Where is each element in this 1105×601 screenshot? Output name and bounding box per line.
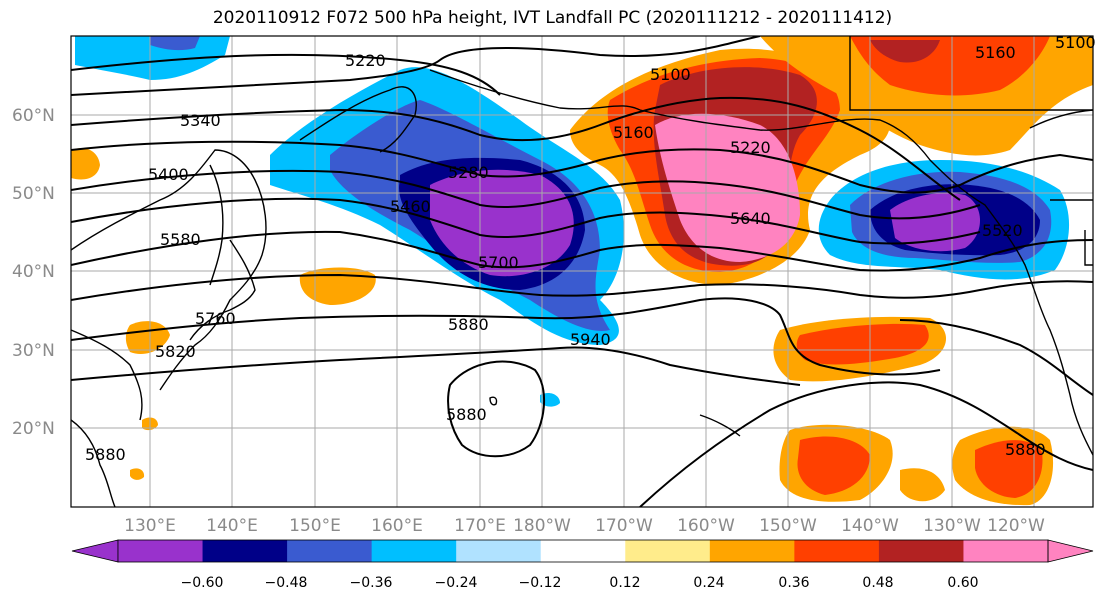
contour-label: 5400 bbox=[148, 165, 189, 184]
colorbar-tick-label: −0.36 bbox=[350, 575, 393, 591]
colorbar-tick-label: 0.36 bbox=[778, 575, 809, 591]
contour-label: 5880 bbox=[446, 405, 487, 424]
colorbar-swatch bbox=[963, 540, 1049, 562]
colorbar-ticks: −0.60 −0.48 −0.36 −0.24 −0.12 0.12 0.24 … bbox=[181, 575, 979, 591]
map-title: 2020110912 F072 500 hPa height, IVT Land… bbox=[212, 8, 893, 28]
colorbar-arrow-left bbox=[71, 539, 119, 563]
latitude-labels: 60°N 50°N 40°N 30°N 20°N bbox=[12, 106, 55, 439]
longitude-labels: 130°E 140°E 150°E 160°E 170°E 180°W 170°… bbox=[124, 516, 1045, 536]
contour-label: 5100 bbox=[1055, 33, 1096, 52]
lon-label: 140°E bbox=[206, 516, 258, 536]
contour-label: 5100 bbox=[650, 65, 691, 84]
colorbar-border bbox=[117, 539, 1049, 563]
contour-label: 5280 bbox=[448, 163, 489, 182]
contour-label: 5220 bbox=[730, 138, 771, 157]
contour-label: 5940 bbox=[570, 330, 611, 349]
colorbar-swatch bbox=[794, 540, 880, 562]
lat-label: 60°N bbox=[12, 106, 55, 126]
colorbar-swatch bbox=[118, 540, 204, 562]
lon-label: 170°W bbox=[595, 516, 653, 536]
lon-label: 130°W bbox=[923, 516, 981, 536]
colorbar-tick-label: −0.12 bbox=[519, 575, 562, 591]
contour-label: 5340 bbox=[180, 111, 221, 130]
contour-label: 5700 bbox=[478, 253, 519, 272]
colorbar-swatch bbox=[287, 540, 373, 562]
colorbar-tick-label: 0.12 bbox=[609, 575, 640, 591]
colorbar-swatch bbox=[202, 540, 288, 562]
height-contours bbox=[71, 36, 1093, 507]
lon-label: 150°E bbox=[289, 516, 341, 536]
colorbar-tick-label: 0.48 bbox=[862, 575, 893, 591]
lat-label: 20°N bbox=[12, 419, 55, 439]
contour-label: 5880 bbox=[1005, 440, 1046, 459]
colorbar-tick-label: 0.24 bbox=[693, 575, 724, 591]
contour-label: 5160 bbox=[613, 123, 654, 142]
contour-label: 5220 bbox=[345, 51, 386, 70]
contour-label: 5520 bbox=[982, 221, 1023, 240]
contour-label: 5160 bbox=[975, 43, 1016, 62]
map-frame bbox=[70, 35, 1094, 508]
contour-label: 5580 bbox=[160, 230, 201, 249]
contour-label: 5880 bbox=[448, 315, 489, 334]
lon-label: 130°E bbox=[124, 516, 176, 536]
lat-label: 30°N bbox=[12, 341, 55, 361]
lat-label: 40°N bbox=[12, 262, 55, 282]
colorbar-swatch bbox=[371, 540, 457, 562]
colorbar-tick-label: −0.60 bbox=[181, 575, 224, 591]
lon-label: 140°W bbox=[841, 516, 899, 536]
lon-label: 170°E bbox=[454, 516, 506, 536]
lon-label: 150°W bbox=[759, 516, 817, 536]
colorbar-swatch bbox=[456, 540, 542, 562]
lon-label: 180°W bbox=[513, 516, 571, 536]
lon-label: 120°W bbox=[987, 516, 1045, 536]
colorbar-arrow-right bbox=[1047, 539, 1094, 563]
colorbar-swatch bbox=[709, 540, 795, 562]
lon-label: 160°W bbox=[677, 516, 735, 536]
coastlines bbox=[71, 36, 1093, 507]
colorbar-tick-label: −0.48 bbox=[265, 575, 308, 591]
colorbar-swatch bbox=[878, 540, 964, 562]
lon-label: 160°E bbox=[371, 516, 423, 536]
contour-label: 5460 bbox=[390, 197, 431, 216]
contour-label-group: 5220 5340 5400 5580 5760 5820 5280 5460 … bbox=[85, 33, 1096, 464]
contour-label: 5760 bbox=[195, 309, 236, 328]
contour-label: 5640 bbox=[730, 209, 771, 228]
colorbar-tick-label: 0.60 bbox=[947, 575, 978, 591]
contour-label: 5820 bbox=[155, 342, 196, 361]
colorbar-tick-label: −0.24 bbox=[435, 575, 478, 591]
colorbar bbox=[71, 539, 1094, 563]
contour-label: 5880 bbox=[85, 445, 126, 464]
colorbar-swatch bbox=[540, 540, 626, 562]
lat-label: 50°N bbox=[12, 184, 55, 204]
colorbar-swatch bbox=[625, 540, 711, 562]
